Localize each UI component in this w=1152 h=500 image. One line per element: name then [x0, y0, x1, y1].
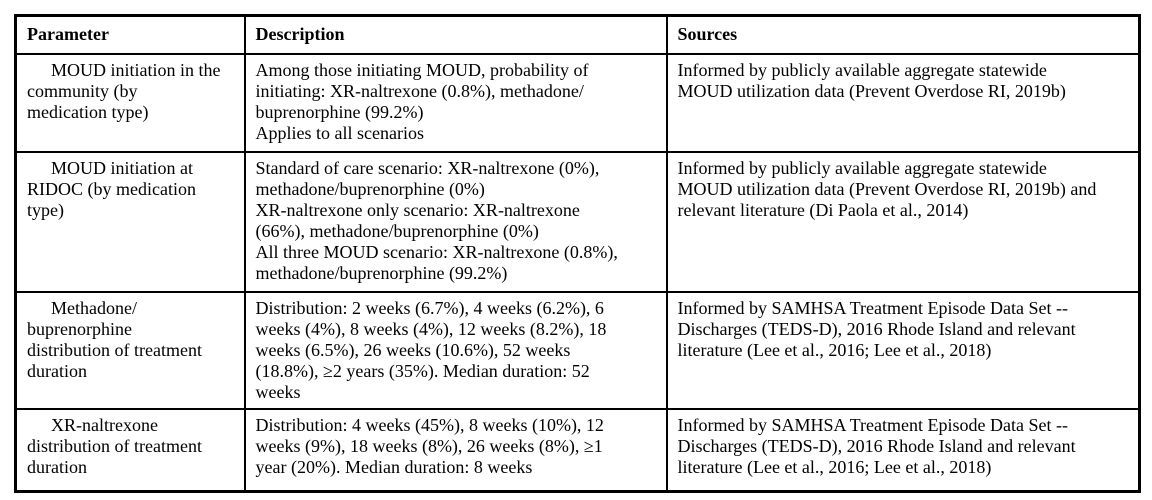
- parameter-text: XR-naltrexone distribution of treatment …: [27, 414, 202, 477]
- parameter-cell: MOUD initiation in the community (by med…: [14, 52, 246, 153]
- description-cell: Distribution: 4 weeks (45%), 8 weeks (10…: [243, 407, 668, 493]
- parameter-cell: Methadone/ buprenorphine distribution of…: [14, 290, 246, 410]
- sources-cell: Informed by SAMHSA Treatment Episode Dat…: [665, 290, 1141, 410]
- sources-cell: Informed by publicly available aggregate…: [665, 150, 1141, 293]
- description-text: Standard of care scenario: XR-naltrexone…: [255, 157, 618, 283]
- sources-text: Informed by publicly available aggregate…: [677, 157, 1097, 220]
- parameter-text: MOUD initiation at RIDOC (by medication …: [27, 157, 196, 220]
- column-header-sources-label: Sources: [677, 24, 738, 44]
- description-cell: Distribution: 2 weeks (6.7%), 4 weeks (6…: [243, 290, 668, 410]
- sources-text: Informed by SAMHSA Treatment Episode Dat…: [677, 414, 1076, 477]
- table-row: MOUD initiation in the community (by med…: [14, 52, 1141, 153]
- table-row: Methadone/ buprenorphine distribution of…: [14, 290, 1141, 410]
- parameter-text: Methadone/ buprenorphine distribution of…: [27, 297, 202, 381]
- sources-cell: Informed by publicly available aggregate…: [665, 52, 1141, 153]
- parameter-cell: MOUD initiation at RIDOC (by medication …: [14, 150, 246, 293]
- sources-cell: Informed by SAMHSA Treatment Episode Dat…: [665, 407, 1141, 493]
- table-row: XR-naltrexone distribution of treatment …: [14, 407, 1141, 493]
- description-text: Distribution: 2 weeks (6.7%), 4 weeks (6…: [255, 297, 607, 402]
- column-header-description: Description: [243, 14, 668, 55]
- description-cell: Standard of care scenario: XR-naltrexone…: [243, 150, 668, 293]
- column-header-parameter-label: Parameter: [27, 24, 109, 44]
- header-row: Parameter Description Sources: [14, 14, 1141, 55]
- parameter-text: MOUD initiation in the community (by med…: [27, 59, 221, 122]
- table-row: MOUD initiation at RIDOC (by medication …: [14, 150, 1141, 293]
- sources-text: Informed by publicly available aggregate…: [677, 59, 1066, 101]
- description-text: Distribution: 4 weeks (45%), 8 weeks (10…: [255, 414, 604, 477]
- description-text: Among those initiating MOUD, probability…: [255, 59, 589, 143]
- column-header-description-label: Description: [255, 24, 345, 44]
- parameter-table: Parameter Description Sources MOUD initi…: [14, 14, 1141, 493]
- parameter-cell: XR-naltrexone distribution of treatment …: [14, 407, 246, 493]
- description-cell: Among those initiating MOUD, probability…: [243, 52, 668, 153]
- column-header-parameter: Parameter: [14, 14, 246, 55]
- sources-text: Informed by SAMHSA Treatment Episode Dat…: [677, 297, 1076, 360]
- column-header-sources: Sources: [665, 14, 1141, 55]
